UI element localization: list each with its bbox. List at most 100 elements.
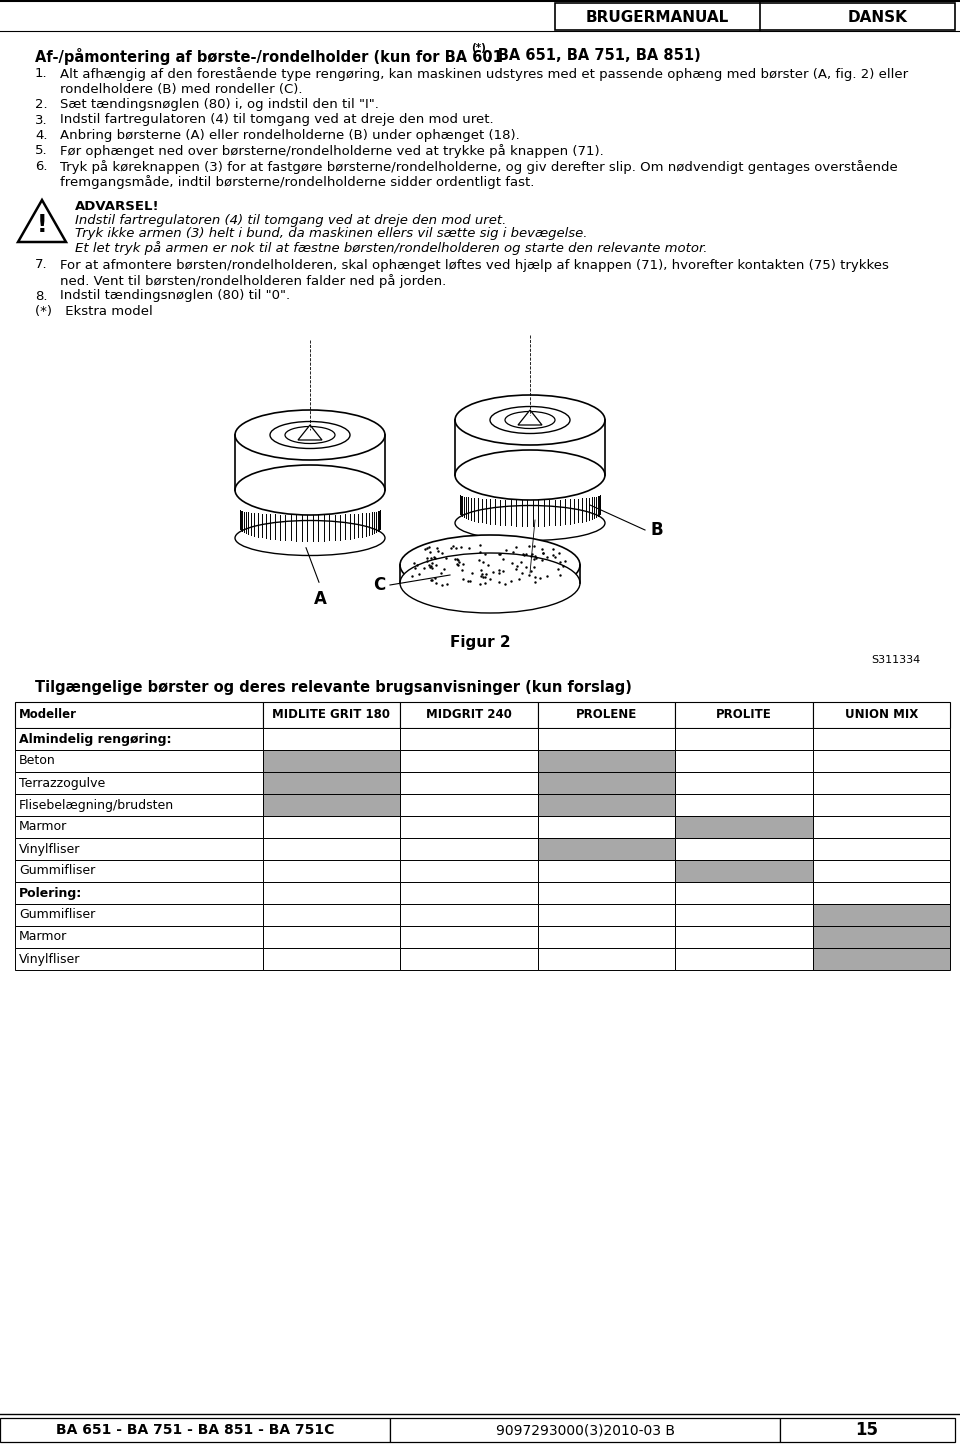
Bar [263, 883, 400, 904]
Bar [538, 772, 675, 794]
Ellipse shape [400, 535, 580, 595]
Bar [812, 883, 950, 904]
Text: Indstil fartregulatoren (4) til tomgang ved at dreje den mod uret.: Indstil fartregulatoren (4) til tomgang … [60, 113, 493, 126]
Bar [400, 904, 538, 926]
Bar [538, 926, 675, 948]
Polygon shape [298, 425, 322, 441]
Text: ned. Vent til børsten/rondelholderen falder ned på jorden.: ned. Vent til børsten/rondelholderen fal… [60, 273, 446, 288]
Bar [15, 904, 263, 926]
Bar [15, 948, 263, 970]
Bar [263, 702, 400, 728]
Bar [263, 904, 400, 926]
Bar [675, 750, 812, 772]
Text: C: C [372, 576, 385, 595]
Polygon shape [518, 410, 542, 425]
Text: MIDLITE GRIT 180: MIDLITE GRIT 180 [273, 708, 391, 721]
Bar [675, 816, 812, 838]
Text: Marmor: Marmor [19, 820, 67, 833]
Bar [812, 926, 950, 948]
Bar [15, 926, 263, 948]
Ellipse shape [400, 553, 580, 614]
Bar [812, 702, 950, 728]
Ellipse shape [455, 449, 605, 500]
Bar [390, 1418, 780, 1442]
Text: Polering:: Polering: [19, 887, 83, 900]
Ellipse shape [235, 521, 385, 555]
Text: 3.: 3. [35, 113, 48, 126]
Text: 1.: 1. [35, 67, 48, 80]
Bar [15, 750, 263, 772]
Text: Et let tryk på armen er nok til at fæstne børsten/rondelholderen og starte den r: Et let tryk på armen er nok til at fæstn… [75, 241, 708, 254]
Bar [812, 859, 950, 883]
Text: Af-/påmontering af børste-/rondelholder (kun for BA 601: Af-/påmontering af børste-/rondelholder … [35, 48, 503, 65]
Bar [400, 859, 538, 883]
Text: rondelholdere (B) med rondeller (C).: rondelholdere (B) med rondeller (C). [60, 83, 302, 96]
Text: Anbring børsterne (A) eller rondelholderne (B) under ophænget (18).: Anbring børsterne (A) eller rondelholder… [60, 129, 519, 142]
Bar [812, 816, 950, 838]
Bar [812, 838, 950, 859]
Text: Modeller: Modeller [19, 708, 77, 721]
Bar [538, 794, 675, 816]
Bar [675, 948, 812, 970]
Bar [15, 816, 263, 838]
Ellipse shape [490, 407, 570, 433]
Text: BA 651 - BA 751 - BA 851 - BA 751C: BA 651 - BA 751 - BA 851 - BA 751C [56, 1423, 334, 1437]
Bar [263, 794, 400, 816]
Text: Sæt tændingsnøglen (80) i, og indstil den til "I".: Sæt tændingsnøglen (80) i, og indstil de… [60, 97, 379, 111]
Bar [538, 883, 675, 904]
Ellipse shape [285, 426, 335, 443]
Bar [15, 859, 263, 883]
Text: Indstil tændingsnøglen (80) til "0".: Indstil tændingsnøglen (80) til "0". [60, 289, 290, 302]
Ellipse shape [455, 506, 605, 541]
Polygon shape [18, 201, 66, 241]
Bar [15, 794, 263, 816]
Text: Marmor: Marmor [19, 931, 67, 944]
Bar [538, 838, 675, 859]
Text: 7.: 7. [35, 259, 48, 272]
Text: BRUGERMANUAL: BRUGERMANUAL [586, 10, 729, 25]
Bar [538, 750, 675, 772]
Text: , BA 651, BA 751, BA 851): , BA 651, BA 751, BA 851) [487, 48, 701, 63]
Text: PROLENE: PROLENE [576, 708, 637, 721]
Bar [15, 838, 263, 859]
Bar [675, 904, 812, 926]
Text: A: A [314, 590, 326, 608]
Text: Tryk på køreknappen (3) for at fastgøre børsterne/rondelholderne, og giv derefte: Tryk på køreknappen (3) for at fastgøre … [60, 160, 898, 174]
Bar [675, 926, 812, 948]
Text: Tryk ikke armen (3) helt i bund, da maskinen ellers vil sætte sig i bevægelse.: Tryk ikke armen (3) helt i bund, da mask… [75, 227, 588, 240]
Ellipse shape [270, 422, 350, 448]
Text: 2.: 2. [35, 97, 48, 111]
Text: UNION MIX: UNION MIX [845, 708, 918, 721]
Text: Alt afhængig af den forestående type rengøring, kan maskinen udstyres med et pas: Alt afhængig af den forestående type ren… [60, 67, 908, 81]
Bar [538, 904, 675, 926]
Bar [15, 772, 263, 794]
Text: ADVARSEL!: ADVARSEL! [75, 201, 159, 212]
Text: Beton: Beton [19, 755, 56, 768]
Bar [812, 772, 950, 794]
Bar [263, 838, 400, 859]
Text: MIDGRIT 240: MIDGRIT 240 [426, 708, 512, 721]
Bar [263, 728, 400, 750]
Text: (*): (*) [471, 44, 486, 52]
Text: Gummifliser: Gummifliser [19, 865, 95, 878]
Text: Figur 2: Figur 2 [449, 635, 511, 650]
Bar [538, 948, 675, 970]
Bar [400, 838, 538, 859]
Ellipse shape [455, 395, 605, 445]
Bar [538, 816, 675, 838]
Text: 9097293000(3)2010-03 B: 9097293000(3)2010-03 B [495, 1423, 675, 1437]
Bar [675, 728, 812, 750]
Text: Gummifliser: Gummifliser [19, 909, 95, 922]
Bar [400, 750, 538, 772]
Text: fremgangsmåde, indtil børsterne/rondelholderne sidder ordentligt fast.: fremgangsmåde, indtil børsterne/rondelho… [60, 176, 535, 189]
Bar [263, 948, 400, 970]
Bar [263, 772, 400, 794]
Bar [675, 772, 812, 794]
Bar [15, 702, 263, 728]
Bar [400, 883, 538, 904]
Bar [400, 772, 538, 794]
Text: Før ophænget ned over børsterne/rondelholderne ved at trykke på knappen (71).: Før ophænget ned over børsterne/rondelho… [60, 144, 604, 158]
Bar [400, 794, 538, 816]
Bar [0, 1418, 390, 1442]
Bar [538, 728, 675, 750]
